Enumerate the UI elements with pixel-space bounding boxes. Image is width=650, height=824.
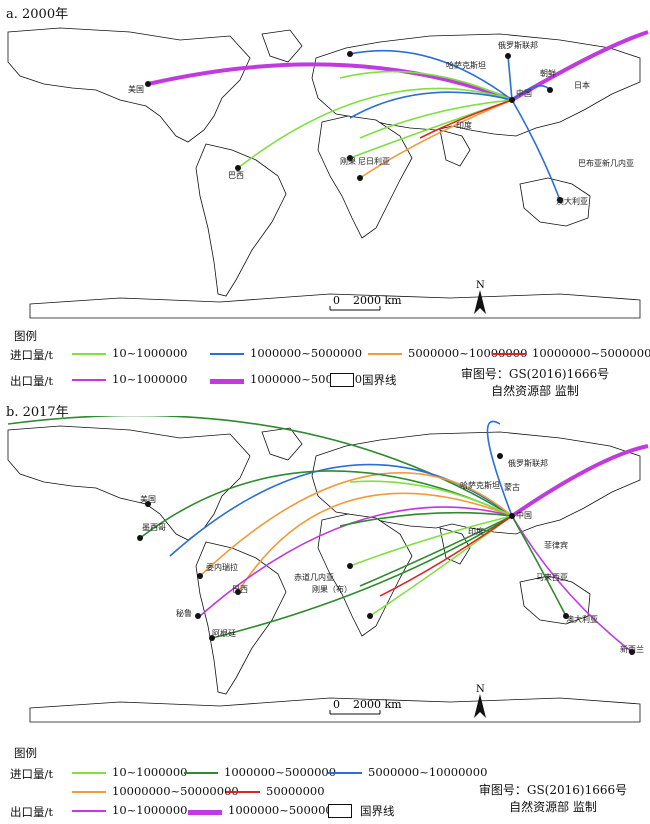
legend-a-import-row: 进口量/t 10~1000000 1000000~5000000 5000000… [10,346,650,362]
panel-a-label: a. 2000年 [6,7,69,22]
flows [7,416,649,653]
place-dots [145,51,563,203]
supervisor: 自然资源部 监制 [491,384,579,398]
place-label: 印度 [456,120,472,130]
place-label: 蒙古 [504,482,520,492]
scale-bar: 0 2000 km [329,294,402,311]
place-label: 巴西 [232,585,248,594]
place-label: 俄罗斯联邦 [508,458,548,468]
place-label: 秘鲁 [176,608,192,618]
import-label: 进口量/t [10,767,53,781]
panel-b-label: b. 2017年 [6,405,69,420]
place-label: 赤道几内亚 [294,572,334,582]
place-label: 马来西亚 [536,573,568,582]
place-label: 墨西哥 [142,523,166,532]
place-label: 新西兰 [620,644,644,654]
place-label: 中国 [516,88,532,98]
scale-zero: 0 [333,294,340,307]
review-block-b: 审图号：GS(2016)1666号 自然资源部 监制 [468,782,638,816]
place-label: 澳大利亚 [556,196,588,206]
legend-a-title: 图例 [14,329,37,343]
place-label: 印度 [468,526,484,536]
import-label: 进口量/t [10,348,53,362]
landmass [7,27,641,319]
place-label: 美国 [140,494,156,504]
place-label: 澳大利亚 [566,614,598,624]
place-label: 巴西 [228,171,244,180]
place-label: 哈萨克斯坦 [446,60,486,70]
place-label: 刚果（布） [312,584,352,594]
scale-distance: 2000 km [353,698,402,711]
place-label: 尼日利亚 [358,156,390,166]
place-label: 朝鲜 [540,68,556,78]
landmass [7,425,641,723]
svg-text:N: N [476,280,485,291]
legend-b-title: 图例 [14,746,37,760]
export-label: 出口量/t [10,374,53,388]
north-arrow-icon: N [474,684,486,718]
place-label: 刚果 [340,157,356,166]
legend-b-import-row-2: 10000000~50000000 50000000 [10,784,650,799]
export-label: 出口量/t [10,805,53,819]
place-label: 巴布亚新几内亚 [578,158,634,168]
review-number: 审图号：GS(2016)1666号 [460,367,610,381]
place-label: 俄罗斯联邦 [498,40,538,50]
scale-distance: 2000 km [353,294,402,307]
place-label: 中国 [516,510,532,520]
review-number: 审图号：GS(2016)1666号 [478,783,628,797]
place-label: 菲律宾 [544,540,568,550]
place-label: 阿根廷 [212,628,236,638]
supervisor: 自然资源部 监制 [509,800,597,814]
review-block-a: 审图号：GS(2016)1666号 自然资源部 监制 [450,366,620,400]
place-label: 日本 [574,80,590,90]
scale-bar: 0 2000 km [329,698,402,715]
flows [147,30,649,201]
scale-zero: 0 [333,698,340,711]
place-dots [137,453,635,655]
place-label: 美国 [128,84,144,94]
legend-b-import-row: 进口量/t 10~1000000 1000000~5000000 5000000… [10,765,488,781]
place-label: 委内瑞拉 [206,562,238,572]
legend-b-export-row: 出口量/t 10~1000000 1000000~5000000 国界线 [10,803,395,819]
place-label: 哈萨克斯坦 [460,480,500,490]
north-arrow-icon: N [474,280,486,314]
svg-text:N: N [476,684,485,695]
legend-a-export-row: 出口量/t 10~1000000 1000000~5000000 国界线 [10,372,397,388]
